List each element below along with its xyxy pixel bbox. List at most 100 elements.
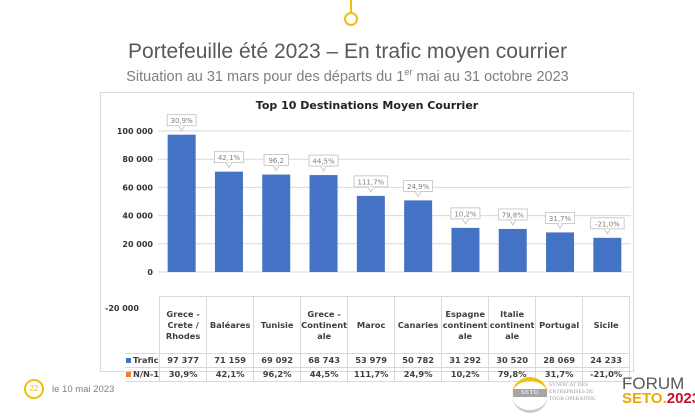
forum-seto: SETO. <box>622 390 667 407</box>
table-cell: 31,7% <box>535 367 584 382</box>
subtitle-sup: er <box>404 67 413 77</box>
category-line: ale <box>505 330 520 341</box>
category-label: Espagne continent ale <box>441 296 490 354</box>
bar <box>356 195 385 272</box>
category-line: Continent <box>301 319 348 330</box>
y-tick-label: 80 000 <box>122 155 153 164</box>
callout-pointer <box>320 165 327 172</box>
table-cell: 111,7% <box>347 367 396 382</box>
category-label: Canaries <box>394 296 443 354</box>
bar <box>451 227 480 272</box>
table-cell: 24,9% <box>394 367 443 382</box>
table-cell: 53 979 <box>347 353 396 368</box>
table-corner <box>125 297 160 354</box>
y-tick-label: 40 000 <box>122 212 153 221</box>
bar <box>593 237 622 272</box>
category-line: Baléares <box>209 319 251 330</box>
bar <box>309 175 338 272</box>
chart-plot: Top 10 Destinations Moyen Courrier 100 00… <box>105 99 631 313</box>
table-cell: 28 069 <box>535 353 584 368</box>
bar <box>404 200 433 272</box>
category-line: Grece - <box>166 308 200 319</box>
callout-pointer <box>178 125 185 132</box>
category-line: ale <box>458 330 473 341</box>
table-cell: 30,9% <box>159 367 208 382</box>
category-line: Crete / <box>167 319 199 330</box>
callout-box <box>545 212 575 224</box>
forum-year: 2023 <box>666 390 695 407</box>
subtitle-text-end: mai au 31 octobre 2023 <box>412 68 569 85</box>
callout-pointer <box>509 219 517 226</box>
callout-label: 79,8% <box>502 211 525 219</box>
series-name: Trafic <box>133 355 159 365</box>
forum-seto-logo: SETO.2023 <box>622 391 695 406</box>
bar <box>167 134 196 272</box>
callout-pointer <box>462 218 469 225</box>
callout-box <box>403 179 434 192</box>
category-line: Tunisie <box>260 319 294 330</box>
page-number: 22 <box>24 379 44 399</box>
footer-date: le 10 mai 2023 <box>52 384 115 395</box>
logo-syndicat: SYNDICAT DES ENTREPRISES DU TOUR OPERATI… <box>549 382 596 402</box>
table-cell: 42,1% <box>206 367 255 382</box>
category-line: Portugal <box>539 319 580 330</box>
table-cell: 50 782 <box>394 353 443 368</box>
legend-swatch <box>126 372 131 377</box>
legend-swatch <box>126 358 131 363</box>
callout-label: 31,7% <box>549 215 572 223</box>
page-subtitle: Situation au 31 mars pour des départs du… <box>0 67 695 85</box>
callout-pointer <box>556 223 564 230</box>
y-tick-label: -20 000 <box>105 304 139 313</box>
callout-label: 24,9% <box>407 183 430 191</box>
callout-label: 96,2 <box>268 157 284 165</box>
category-line: Canaries <box>397 319 439 330</box>
category-line: Grece - <box>307 308 341 319</box>
callout-pointer <box>272 165 280 172</box>
table-cell: 10,2% <box>441 367 490 382</box>
table-cell: 69 092 <box>253 353 302 368</box>
y-tick-label: 100 000 <box>117 127 154 136</box>
callout-label: 111,7% <box>357 178 384 186</box>
callout-box <box>214 151 244 164</box>
category-label: Maroc <box>347 296 396 354</box>
table-cell: -21,0% <box>582 367 631 382</box>
table-cell: 68 743 <box>300 353 349 368</box>
seto-logo-text: SYNDICAT DES ENTREPRISES DU TOUR OPERATI… <box>549 382 607 403</box>
category-line: ale <box>317 330 332 341</box>
category-line: continent <box>489 319 535 330</box>
chart-title: Top 10 Destinations Moyen Courrier <box>256 99 479 112</box>
seto-logo-icon <box>512 377 548 413</box>
table-cell: 24 233 <box>582 353 631 368</box>
callout-label: -21,0% <box>595 220 620 228</box>
category-line: continent <box>442 319 488 330</box>
page-title: Portefeuille été 2023 – En trafic moyen … <box>128 40 567 63</box>
callout-pointer <box>367 186 375 193</box>
category-label: Sicile <box>582 296 631 354</box>
data-table: Grece - Crete / Rhodes Baléares Tunisie Grece… <box>125 296 631 382</box>
bar <box>214 171 243 272</box>
table-cell: 31 292 <box>441 353 490 368</box>
category-line: Espagne <box>445 308 485 319</box>
series-name: N/N-1 <box>133 369 160 379</box>
callout-pointer <box>225 162 233 169</box>
category-label: Grece - Continent ale <box>300 296 349 354</box>
forum-logo: FORUM <box>622 374 685 393</box>
table-cell: 44,5% <box>300 367 349 382</box>
bar <box>498 228 527 272</box>
callout-label: 10,2% <box>454 210 477 218</box>
callout-box <box>166 114 197 127</box>
category-label: Tunisie <box>253 296 302 354</box>
top-marker-line <box>350 0 352 12</box>
table-cell: 71 159 <box>206 353 255 368</box>
category-line: Italie <box>500 308 525 319</box>
category-label: Italie continent ale <box>488 296 537 354</box>
chart: Top 10 Destinations Moyen Courrier 100 00… <box>100 92 634 382</box>
category-label: Baléares <box>206 296 255 354</box>
bar <box>262 174 291 272</box>
legend-trafic: Trafic <box>125 353 161 368</box>
category-line: Rhodes <box>165 330 201 341</box>
callout-pointer <box>414 191 422 198</box>
category-label: Grece - Crete / Rhodes <box>159 296 208 354</box>
category-line: Sicile <box>593 319 619 330</box>
category-line: Maroc <box>356 319 386 330</box>
